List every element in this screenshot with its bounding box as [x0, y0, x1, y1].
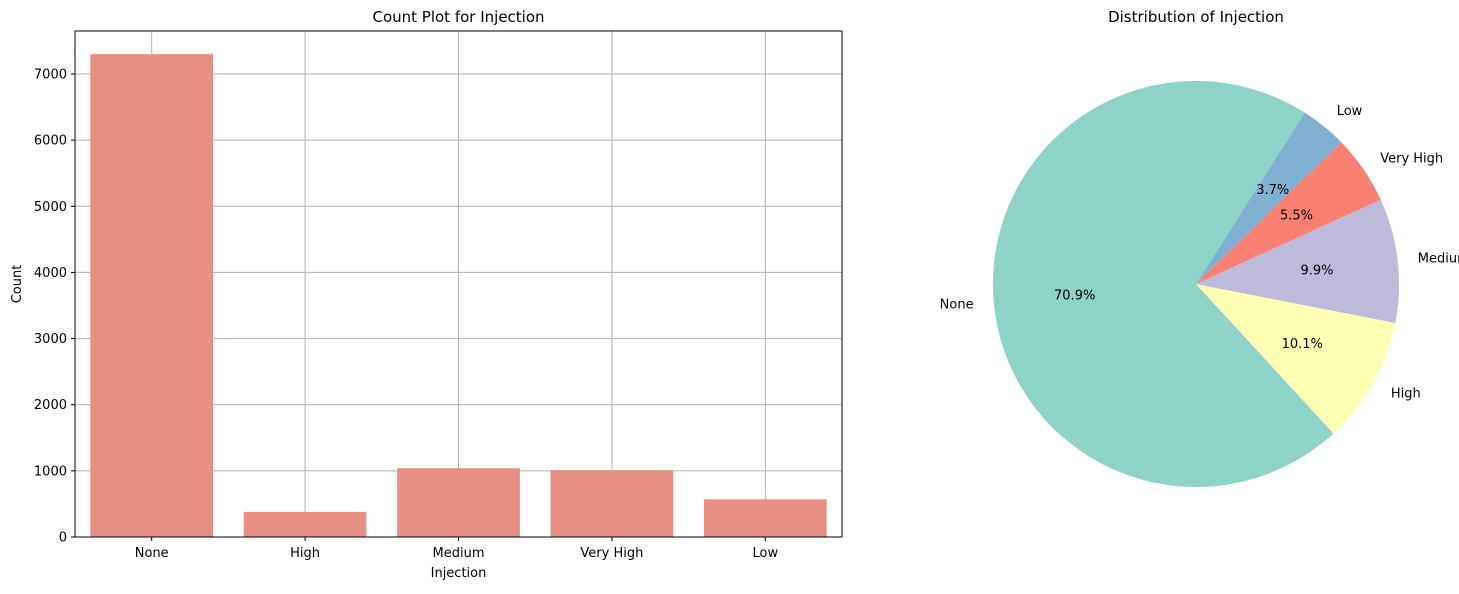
pie-category-label: None: [940, 297, 974, 312]
x-tick-label: Low: [752, 546, 778, 561]
x-tick-label: Medium: [433, 546, 485, 561]
pie-category-label: Low: [1337, 104, 1363, 119]
pie-category-label: High: [1391, 387, 1421, 402]
pie-percent-label: 5.5%: [1280, 209, 1313, 224]
pie-category-label: Medium: [1418, 251, 1459, 266]
y-tick-label: 7000: [34, 67, 67, 82]
bar-series: [90, 54, 827, 537]
pie-labels: None 70.9% High 10.1% Medium 9.9% Very High 5.5…: [940, 104, 1459, 402]
pie-percent-label: 9.9%: [1300, 263, 1333, 278]
pie-slice: [992, 81, 1334, 488]
pie-percent-label: 70.9%: [1054, 288, 1095, 303]
bar-y-axis-label: Count: [10, 265, 25, 304]
bar-ticks: 0 1000 2000 3000 4000 5000 6000 7000 None High Med…: [34, 67, 779, 561]
pie-slice: [1196, 112, 1342, 284]
pie-chart-title: Distribution of Injection: [1108, 8, 1284, 26]
pie-percent-label: 3.7%: [1256, 183, 1289, 198]
bar: [397, 468, 520, 537]
pie-slices: [992, 81, 1399, 488]
bar: [243, 511, 367, 537]
bar: [550, 470, 674, 537]
pie-category-label: Very High: [1380, 151, 1443, 166]
bar: [90, 54, 214, 537]
bar: [703, 499, 827, 537]
pie-slice: [1196, 142, 1381, 284]
y-tick-label: 3000: [34, 332, 67, 347]
pie-slice: [1196, 284, 1396, 434]
y-tick-label: 2000: [34, 398, 67, 413]
x-tick-label: Very High: [580, 546, 643, 561]
pie-percent-label: 10.1%: [1282, 337, 1323, 352]
x-tick-label: High: [290, 546, 320, 561]
bar-chart: 0 1000 2000 3000 4000 5000 6000 7000 None High Med…: [10, 8, 843, 581]
y-tick-label: 5000: [34, 200, 67, 215]
pie-slice: [1196, 199, 1399, 324]
bar-chart-title: Count Plot for Injection: [372, 8, 544, 26]
y-tick-label: 0: [59, 531, 67, 546]
y-tick-label: 6000: [34, 134, 67, 149]
y-tick-label: 4000: [34, 266, 67, 281]
pie-chart: None 70.9% High 10.1% Medium 9.9% Very High 5.5…: [940, 8, 1459, 488]
y-tick-label: 1000: [34, 464, 67, 479]
x-tick-label: None: [135, 546, 169, 561]
bar-x-axis-label: Injection: [431, 566, 487, 581]
